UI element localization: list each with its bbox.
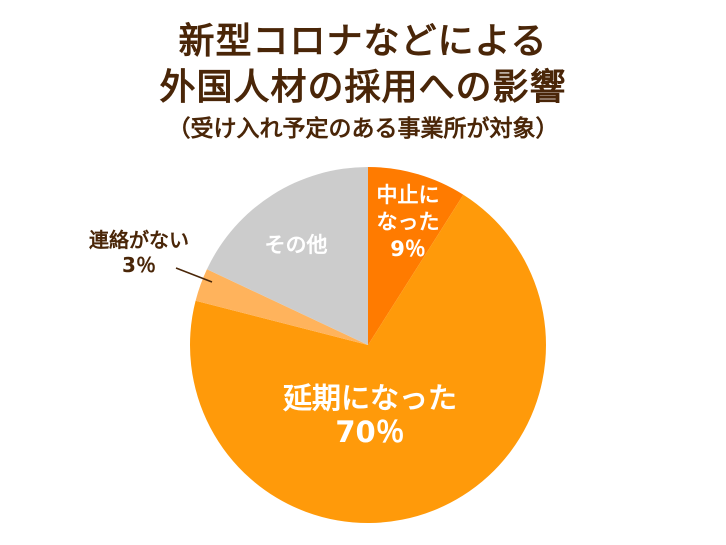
slice-label-postponed-0: 延期になった [282, 381, 457, 415]
slice-label-cancelled-0: 中止に [377, 183, 440, 207]
value-label-postponed: 70％ [335, 415, 404, 449]
chart-title-line-1: 新型コロナなどによる [178, 21, 548, 62]
value-label-no-contact: 3％ [122, 253, 156, 277]
slice-label-other-0: その他 [265, 233, 328, 257]
value-label-cancelled: 9％ [390, 237, 426, 261]
slice-label-cancelled-1: なった [377, 210, 440, 234]
pie-slice-postponed [189, 194, 546, 523]
slice-label-no-contact-0: 連絡がない [89, 228, 189, 252]
pie-slice-other [206, 167, 368, 345]
chart-title-line-2: 外国人材の採用への影響 [159, 67, 567, 108]
pie-slice-no-contact [195, 269, 368, 345]
leader-line [175, 267, 213, 283]
pie-slice-cancelled [368, 167, 464, 345]
chart-subtitle: （受け入れ予定のある事業所が対象） [167, 116, 559, 142]
pie-slices [189, 167, 546, 523]
